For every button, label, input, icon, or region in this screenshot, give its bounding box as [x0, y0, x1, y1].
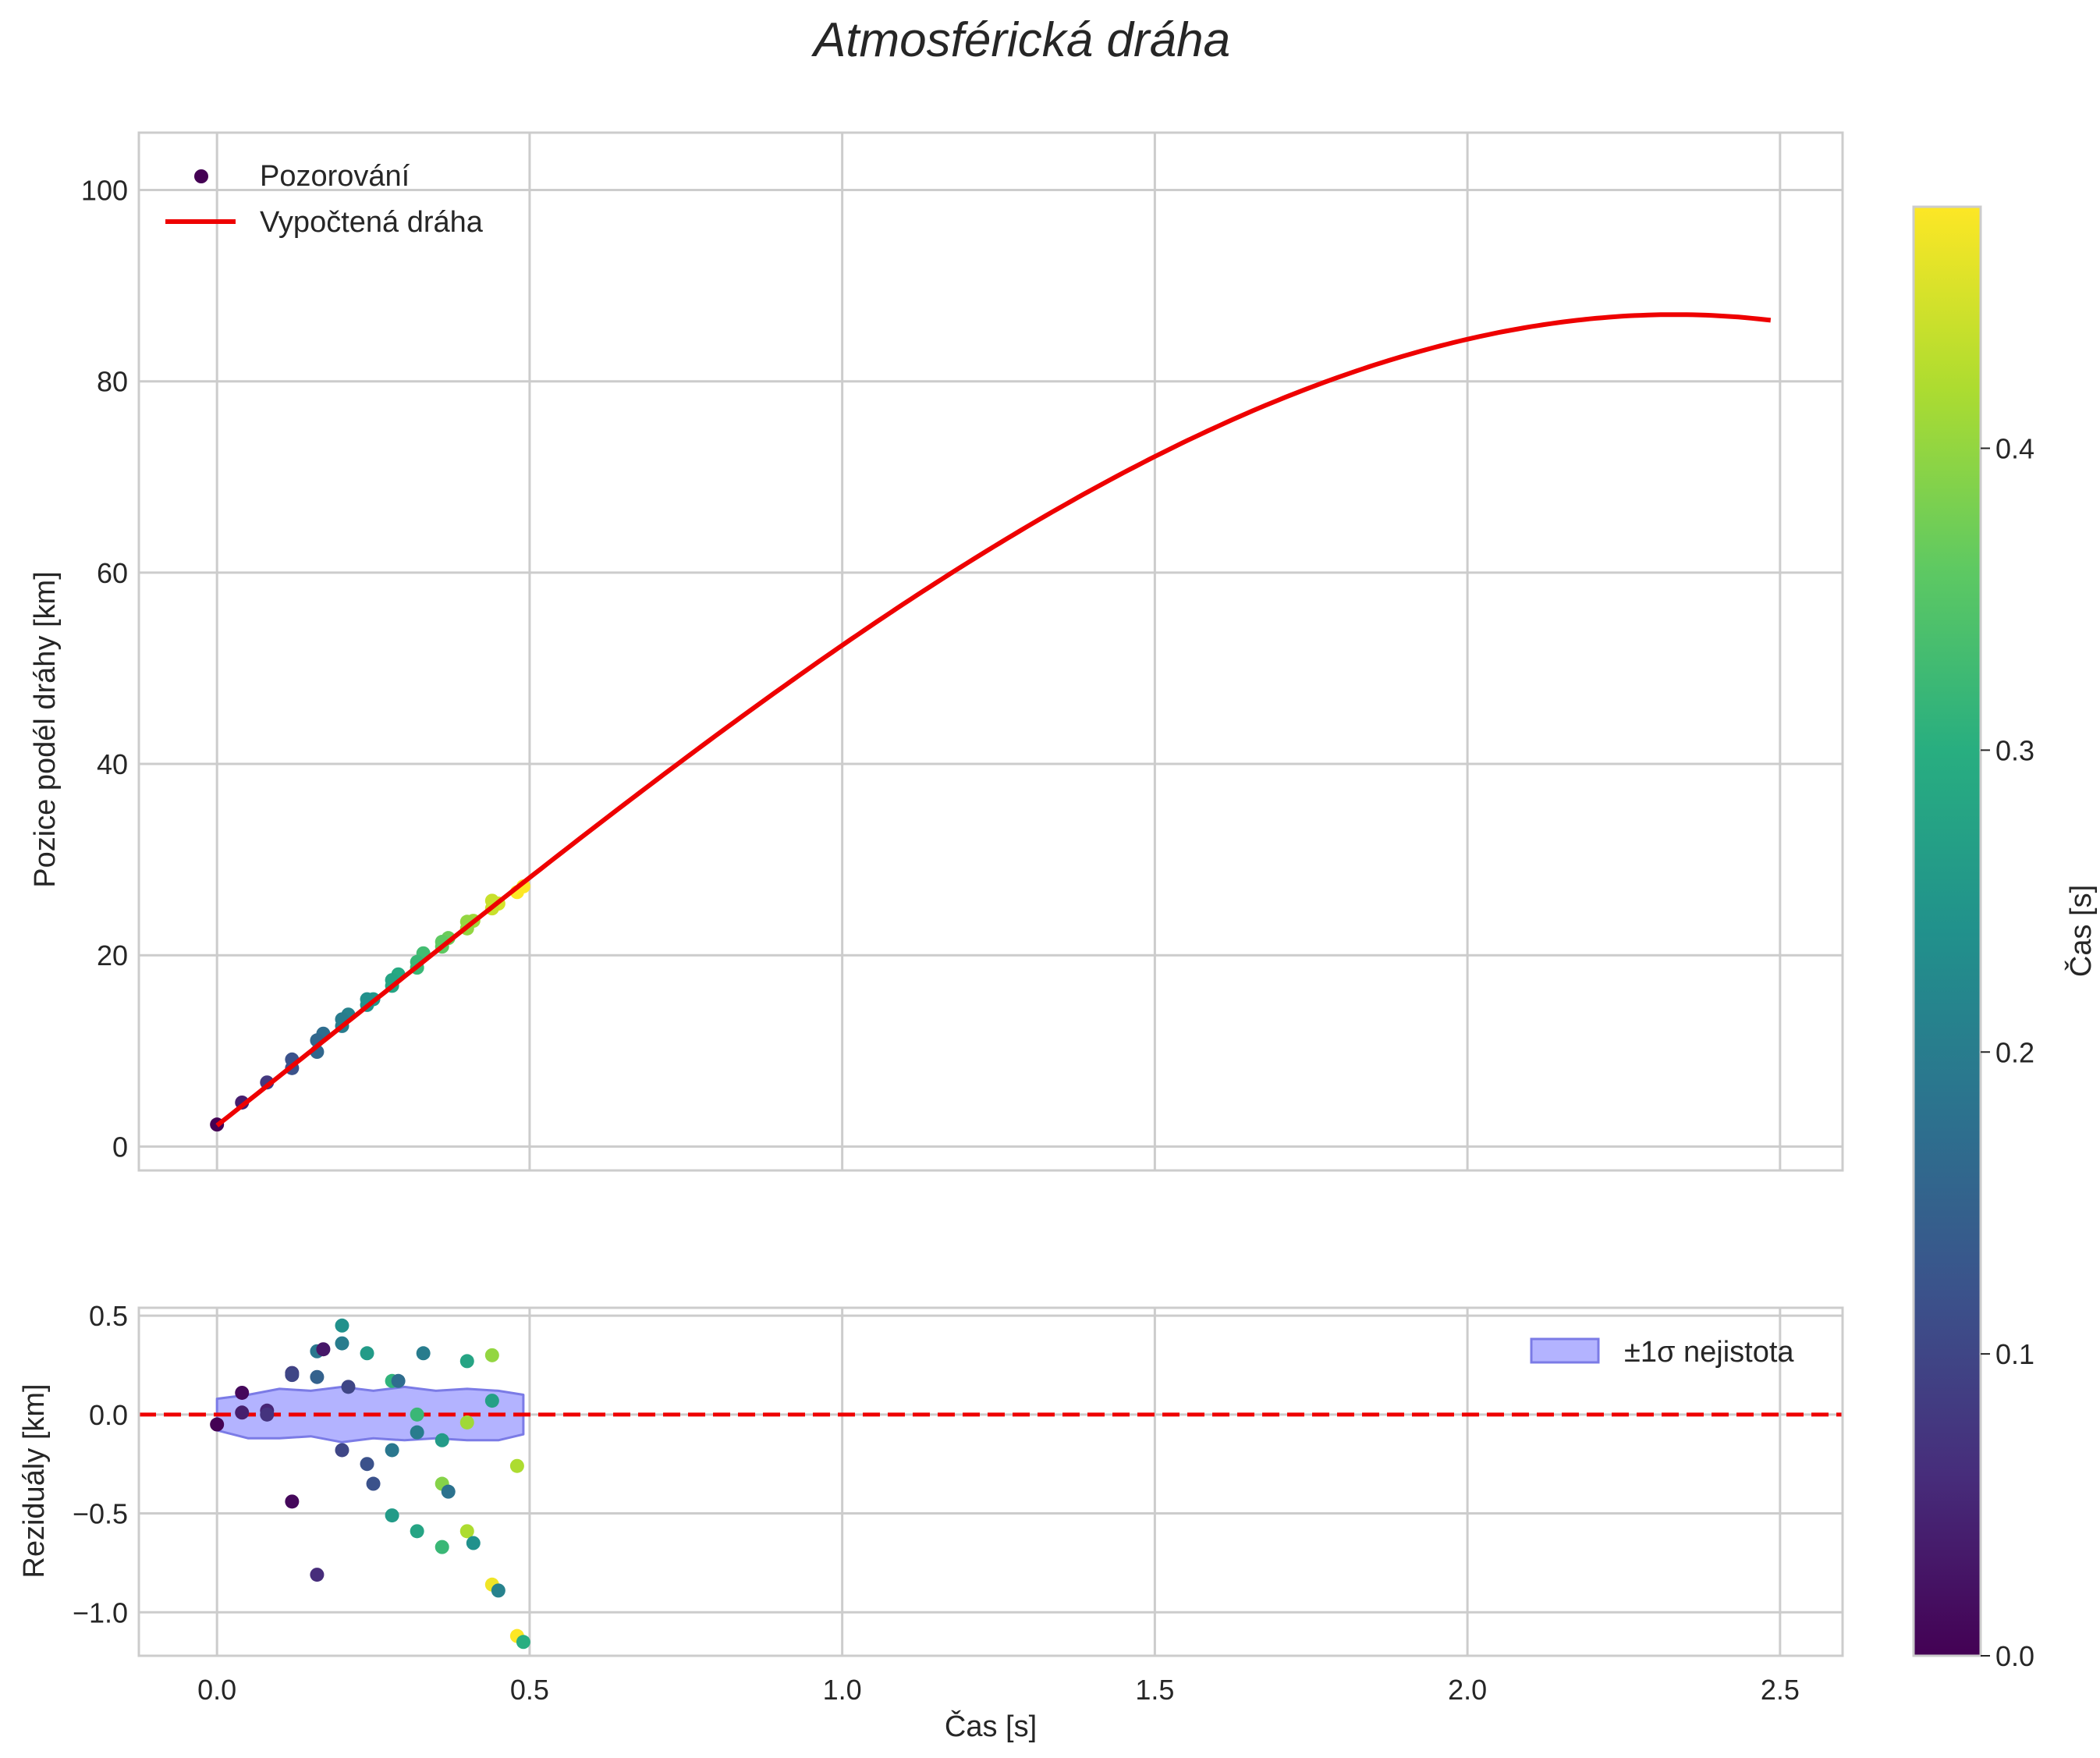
residual-point	[285, 1494, 300, 1509]
top-axes-frame	[137, 131, 1844, 1172]
top-y-axis-label: Pozice podél dráhy [km]	[29, 571, 62, 888]
residual-point	[335, 1318, 349, 1333]
x-tick-label: 1.5	[1135, 1674, 1174, 1706]
residual-point	[484, 1394, 499, 1408]
x-tick-label: 0.5	[510, 1674, 549, 1706]
colorbar-tick-label: 0.1	[1995, 1338, 2034, 1370]
residual-point	[366, 1476, 381, 1491]
residual-point	[466, 1536, 481, 1550]
top-legend: Pozorování Vypočtená dráha	[165, 160, 484, 239]
residual-point	[260, 1407, 275, 1422]
bottom-y-tick-label: −1.0	[73, 1596, 128, 1628]
bottom-y-tick-labels: −1.0 −0.5 0.0 0.5	[73, 1300, 128, 1628]
residual-point	[335, 1443, 349, 1458]
fitted-trajectory-line	[215, 312, 1772, 1128]
bottom-legend: ±1σ nejistota	[1530, 1336, 1794, 1369]
residual-point	[491, 1583, 505, 1598]
colorbar-tick-label: 0.3	[1995, 734, 2034, 766]
residual-point	[509, 1458, 524, 1473]
bottom-plot-area	[139, 1318, 1843, 1650]
residual-point	[385, 1508, 399, 1523]
x-tick-label: 2.0	[1448, 1674, 1487, 1706]
x-tick-label: 2.5	[1761, 1674, 1800, 1706]
residual-point	[385, 1443, 399, 1458]
residual-point	[516, 1635, 530, 1650]
colorbar-label: Čas [s]	[2063, 885, 2098, 977]
bottom-y-tick-label: 0.0	[89, 1399, 128, 1431]
residual-point	[310, 1369, 325, 1384]
legend-label-observations: Pozorování	[260, 160, 410, 193]
x-tick-label: 0.0	[197, 1674, 236, 1706]
residual-point	[459, 1524, 474, 1539]
top-gridlines	[139, 133, 1843, 1170]
residual-point	[435, 1433, 449, 1447]
legend-label-fitted-line: Vypočtená dráha	[260, 206, 484, 239]
residual-point	[416, 1346, 431, 1361]
residual-point	[316, 1342, 331, 1357]
x-axis-label: Čas [s]	[945, 1709, 1037, 1743]
legend-marker-uncertainty-band	[1530, 1337, 1600, 1364]
residual-point	[459, 1415, 474, 1429]
residual-point	[285, 1368, 300, 1383]
top-y-tick-label: 100	[81, 175, 128, 207]
residual-point	[235, 1405, 250, 1420]
residual-point	[410, 1425, 424, 1440]
x-tick-label: 1.0	[823, 1674, 862, 1706]
top-y-tick-label: 60	[97, 557, 128, 589]
residual-point	[441, 1484, 456, 1499]
residual-point	[459, 1354, 474, 1369]
residual-point	[484, 1348, 499, 1362]
top-y-tick-label: 80	[97, 366, 128, 398]
colorbar	[1912, 205, 1982, 1657]
x-tick-labels: 0.0 0.5 1.0 1.5 2.0 2.5	[197, 1674, 1800, 1706]
residual-point	[310, 1568, 325, 1582]
bottom-y-tick-label: 0.5	[89, 1300, 128, 1332]
residual-point	[341, 1380, 356, 1394]
top-plot-area	[210, 312, 1772, 1132]
top-y-tick-labels: 0 20 40 60 80 100	[81, 175, 128, 1163]
residual-point	[360, 1346, 374, 1361]
colorbar-tick-label: 0.4	[1995, 433, 2034, 465]
residual-point	[210, 1417, 225, 1432]
residual-point	[435, 1540, 449, 1554]
top-y-tick-label: 40	[97, 748, 128, 780]
top-y-tick-label: 0	[112, 1131, 128, 1163]
legend-marker-observations	[194, 169, 208, 183]
chart-title: Atmosférická dráha	[811, 13, 1230, 67]
residual-point	[391, 1373, 406, 1388]
residual-point	[410, 1407, 424, 1422]
bottom-y-tick-label: −0.5	[73, 1498, 128, 1530]
residual-point	[235, 1385, 250, 1400]
residual-point	[410, 1524, 424, 1539]
top-y-tick-label: 20	[97, 939, 128, 971]
bottom-y-axis-label: Reziduály [km]	[18, 1383, 51, 1578]
colorbar-tick-labels: 0.0 0.1 0.2 0.3 0.4	[1981, 433, 2034, 1672]
colorbar-tick-label: 0.0	[1995, 1640, 2034, 1672]
colorbar-tick-label: 0.2	[1995, 1036, 2034, 1068]
residual-point	[360, 1457, 374, 1472]
legend-label-uncertainty-band: ±1σ nejistota	[1624, 1336, 1794, 1369]
bottom-axes-frame	[137, 1306, 1844, 1657]
residual-point	[335, 1336, 349, 1351]
